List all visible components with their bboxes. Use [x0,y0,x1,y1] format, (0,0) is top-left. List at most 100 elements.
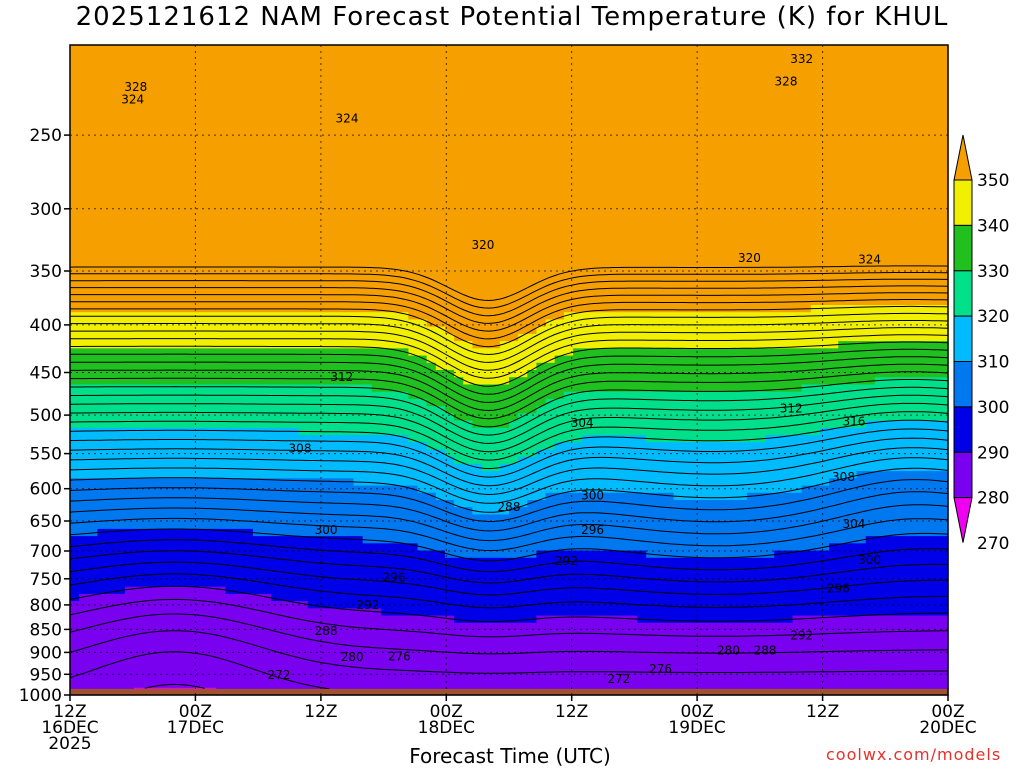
contour-284 [69,561,948,596]
x-tick-label: 18DEC [418,718,475,738]
x-tick-label: 16DEC [41,718,98,738]
contour-324 [70,363,949,412]
y-tick-label: 850 [30,620,62,640]
plot-frame [69,44,949,696]
contour-340 [70,305,949,348]
y-tick-label: 250 [30,126,62,146]
contour-296 [69,491,949,532]
colorbar-bin [953,179,973,226]
contour-label: 308 [832,470,855,484]
contour-316 [70,394,949,444]
contour-328 [70,348,949,395]
contour-346 [70,285,949,324]
y-tick-label: 900 [30,643,62,663]
x-tick-label: 12Z [555,702,588,722]
contour-label: 312 [330,370,353,384]
colorbar-bin [953,315,973,363]
contour-280 [69,585,949,623]
contour-294 [69,504,949,542]
x-tick-label: 17DEC [167,718,224,738]
contour-label: 324 [858,252,881,266]
contour-label: 324 [336,112,359,126]
contour-290 [69,528,949,562]
contour-label: 320 [738,251,761,265]
contour-label: 316 [842,415,865,429]
colorbar-bin [953,270,973,317]
contour-288 [69,539,949,573]
y-tick-label: 300 [30,200,62,220]
contour-304 [69,447,949,496]
x-tick-label: 2025 [48,734,91,754]
colorbar-bin [953,224,973,272]
contour-278 [69,598,948,638]
contour-342 [70,299,949,340]
contour-320 [70,379,949,428]
colorbar-tick-label: 300 [977,398,1009,418]
contour-label: 328 [124,80,147,94]
contour-label: 296 [827,581,850,595]
y-tick-label: 950 [30,665,62,685]
contour-352 [69,265,949,302]
x-tick-label: 12Z [304,702,337,722]
colorbar-top-arrow [953,134,973,181]
contour-label: 272 [607,672,630,686]
contour-302 [69,457,949,504]
contour-312 [70,411,949,461]
contour-label: 292 [790,629,813,643]
contour-lines [69,265,949,690]
chart-title: 2025121612 NAM Forecast Potential Temper… [75,2,949,32]
contour-332 [70,334,949,379]
y-tick-label: 350 [30,262,62,282]
contour-label: 312 [780,402,803,416]
colorbar-bin [953,451,973,499]
contour-label: 332 [790,52,813,66]
axes: 250 300 350 400 450 500 550 600 650 700 750 800 850 9… [19,44,977,754]
y-tick-label: 650 [30,512,62,532]
contour-286 [69,550,949,584]
contour-label: 296 [581,523,604,537]
contour-label: 288 [315,624,338,638]
colorbar-tick-label: 290 [977,443,1009,463]
contour-label: 328 [775,75,798,89]
colorbar-tick-label: 330 [977,262,1009,282]
colorbar-tick-label: 310 [977,353,1009,373]
contour-322 [70,371,949,420]
colorbar-tick-label: 320 [977,307,1009,327]
x-tick-label: 00Z [931,702,964,722]
theta-field [70,45,949,696]
contour-270 [144,683,205,689]
colorbar-tick-label: 280 [977,489,1009,509]
contour-272 [69,651,330,690]
credit-text: coolwx.com/models [826,745,1002,764]
contour-label: 276 [388,650,411,664]
colorbar-tick-label: 340 [977,216,1009,236]
x-tick-label: 00Z [179,702,212,722]
y-tick-label: 500 [30,406,62,426]
contour-label: 308 [289,441,312,455]
x-tick-label: 19DEC [668,718,725,738]
contour-label: 300 [858,553,881,567]
ground-surface [70,688,948,695]
colorbar-tick-label: 350 [977,171,1009,191]
contour-274 [69,630,948,674]
contour-344 [70,292,949,332]
contour-label: 288 [498,500,521,514]
contour-label: 304 [571,416,594,430]
contour-338 [70,312,949,356]
contour-298 [69,479,949,523]
contour-label: 292 [356,598,379,612]
y-tick-label: 750 [30,570,62,590]
colorbar-bin [953,406,973,453]
contour-330 [70,341,949,387]
contour-label: 296 [383,571,406,585]
colorbar-tick-label: 270 [977,534,1009,554]
contour-334 [70,327,949,371]
contour-label: 280 [717,644,740,658]
x-tick-label: 12Z [806,702,839,722]
contour-label: 320 [471,238,494,252]
contour-label: 300 [315,523,338,537]
colorbar-bin [953,361,973,408]
gridlines [70,45,948,695]
